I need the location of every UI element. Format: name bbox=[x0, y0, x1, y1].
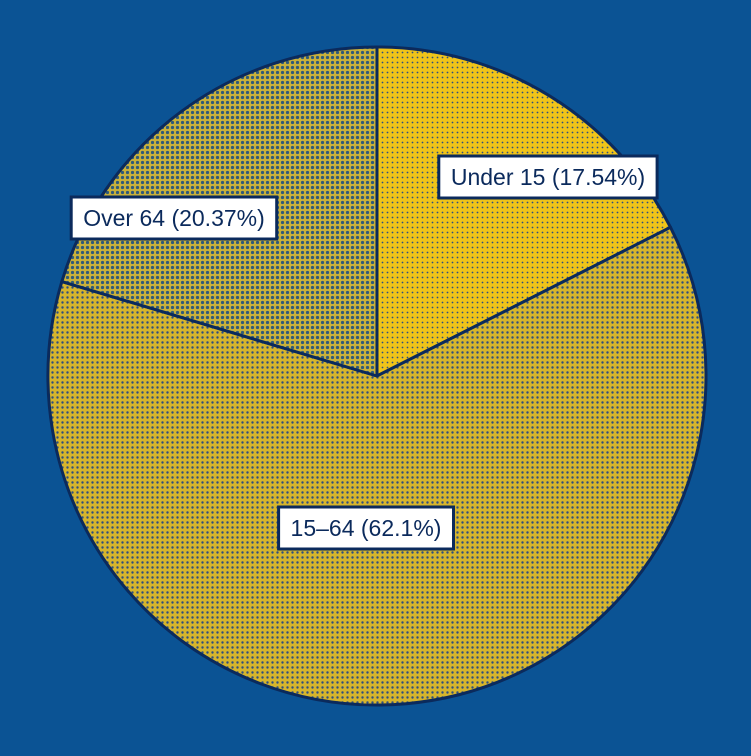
pie-slice-15-64 bbox=[46, 225, 708, 707]
pie-label-box bbox=[437, 154, 659, 200]
pie-label-text: Under 15 (17.54%) bbox=[451, 164, 645, 190]
pie-label-text: Over 64 (20.37%) bbox=[83, 205, 265, 231]
pie-labels: Under 15 (17.54%) 15–64 (62.1%) Over 64 (2… bbox=[69, 154, 659, 551]
pie-label-1: 15–64 (62.1%) bbox=[277, 505, 455, 551]
pie-label-0: Under 15 (17.54%) bbox=[437, 154, 659, 200]
pie-label-text: 15–64 (62.1%) bbox=[291, 515, 442, 541]
pie-label-2: Over 64 (20.37%) bbox=[69, 195, 279, 241]
pie-slices bbox=[46, 45, 708, 707]
pie-label-box bbox=[277, 505, 455, 551]
pie-label-box bbox=[69, 195, 279, 241]
